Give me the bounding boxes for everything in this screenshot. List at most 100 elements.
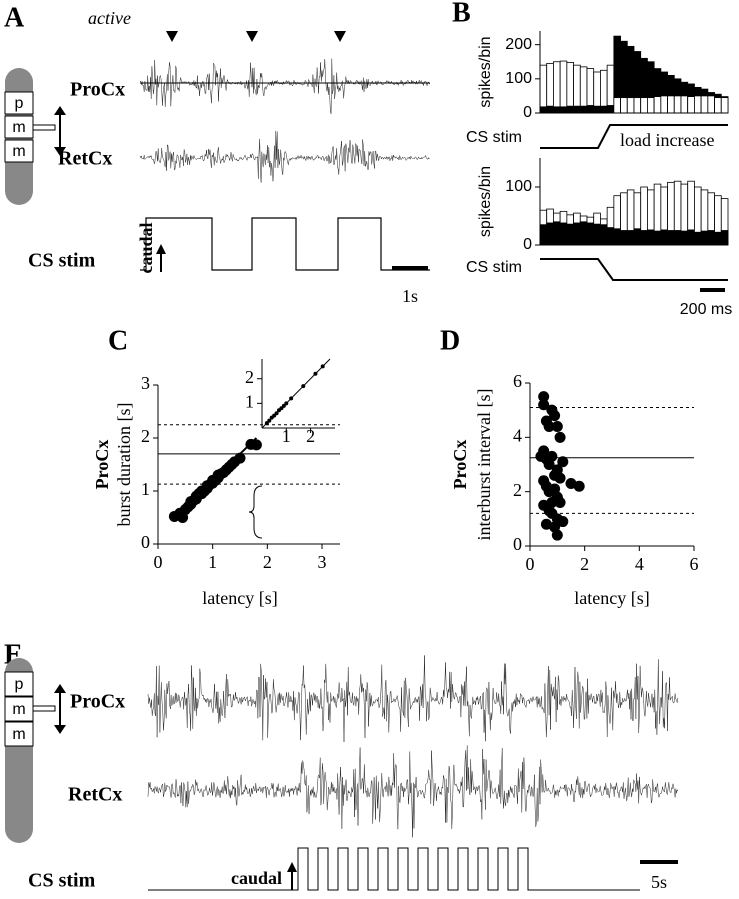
- neural-trace: [147, 745, 679, 838]
- x-tick-label: 4: [635, 554, 644, 574]
- brace: [248, 485, 263, 539]
- bar: [600, 224, 608, 246]
- x-tick-label: 2: [263, 552, 272, 572]
- bar: [546, 222, 554, 246]
- segment: m: [12, 701, 25, 718]
- bar: [620, 230, 628, 246]
- bar: [613, 97, 621, 114]
- y-tick-label: 0: [523, 236, 532, 253]
- bar: [700, 230, 709, 246]
- point: [557, 516, 569, 528]
- segment: m: [12, 143, 25, 160]
- bar: [620, 97, 628, 114]
- trace-label: CS stim: [28, 250, 96, 272]
- y-axis-title: ProCx: [92, 440, 112, 490]
- point: [540, 518, 552, 530]
- panel-label: D: [440, 325, 460, 356]
- bar: [700, 95, 709, 114]
- scale-label: 1s: [402, 286, 418, 306]
- point: [554, 431, 566, 443]
- bar: [586, 222, 595, 246]
- y-tick-label: 6: [513, 371, 522, 391]
- bar: [573, 105, 581, 114]
- point: [289, 396, 294, 401]
- y-tick-label: 0: [523, 104, 532, 121]
- bar: [593, 223, 601, 246]
- bar: [640, 97, 648, 114]
- bar: [680, 95, 689, 114]
- bar: [653, 230, 662, 246]
- x-tick-label: 0: [526, 554, 535, 574]
- bar: [579, 105, 588, 114]
- bar: [559, 222, 568, 246]
- y-tick-label: 0: [513, 534, 522, 554]
- point: [573, 480, 585, 492]
- y-tick-label: 2: [245, 367, 254, 387]
- traces: [139, 58, 679, 838]
- bar: [553, 61, 561, 114]
- x-tick-label: 0: [154, 552, 163, 572]
- x-tick-label: 6: [690, 554, 699, 574]
- spinal-cord: p m m: [4, 68, 66, 205]
- y-axis-label: spikes/bin: [477, 36, 494, 107]
- point: [549, 410, 561, 422]
- bar: [660, 95, 668, 114]
- y-tick-label: 3: [141, 373, 150, 393]
- bar: [687, 229, 695, 246]
- y-tick-label: 1: [141, 479, 150, 499]
- arrowhead: [287, 862, 297, 872]
- stim-trace: [540, 258, 728, 281]
- bar: [720, 97, 729, 114]
- y-tick-label: 0: [141, 532, 150, 552]
- stim-label: CS stim: [466, 259, 522, 276]
- burst-markers: [166, 31, 346, 42]
- stim-trace: [140, 217, 430, 271]
- bar: [539, 64, 548, 114]
- x-axis-label: latency [s]: [574, 588, 649, 608]
- bar: [633, 97, 642, 114]
- arrowhead: [156, 244, 166, 254]
- bar: [694, 231, 702, 246]
- y-axis-label: interburst interval [s]: [474, 389, 494, 541]
- bar: [673, 95, 682, 114]
- stim-trace: [148, 847, 640, 891]
- bar: [707, 230, 715, 246]
- y-tick-label: 100: [505, 70, 532, 87]
- annotation: load increase: [620, 130, 714, 150]
- bar: [633, 228, 642, 246]
- bar: [559, 106, 568, 114]
- bar: [687, 96, 695, 114]
- neural-trace: [139, 130, 430, 183]
- x-tick-label: 2: [580, 554, 589, 574]
- x-tick-label: 1: [282, 426, 291, 446]
- trace-label: ProCx: [70, 691, 125, 713]
- point: [554, 497, 566, 509]
- scale-label: 200 ms: [680, 301, 732, 318]
- bar: [573, 222, 581, 246]
- bar: [559, 60, 568, 114]
- bar: [673, 230, 682, 246]
- x-tick-label: 2: [306, 426, 315, 446]
- point: [274, 411, 279, 416]
- y-axis-label: burst duration [s]: [114, 403, 134, 527]
- point: [538, 391, 550, 403]
- point: [234, 452, 246, 464]
- segment: p: [15, 676, 24, 693]
- segment: m: [12, 726, 25, 743]
- panel-label: B: [452, 0, 471, 28]
- point: [538, 399, 550, 411]
- bar: [606, 227, 615, 246]
- point: [281, 403, 286, 408]
- condition: active: [88, 8, 131, 28]
- point: [551, 529, 563, 541]
- bar: [640, 230, 648, 246]
- scale-label: 5s: [651, 872, 667, 892]
- segment: p: [15, 95, 24, 112]
- bar: [680, 230, 689, 246]
- point: [301, 384, 306, 389]
- neural-trace: [147, 655, 679, 743]
- trace-label: RetCx: [58, 148, 112, 170]
- bar: [714, 97, 722, 114]
- bar: [647, 97, 655, 114]
